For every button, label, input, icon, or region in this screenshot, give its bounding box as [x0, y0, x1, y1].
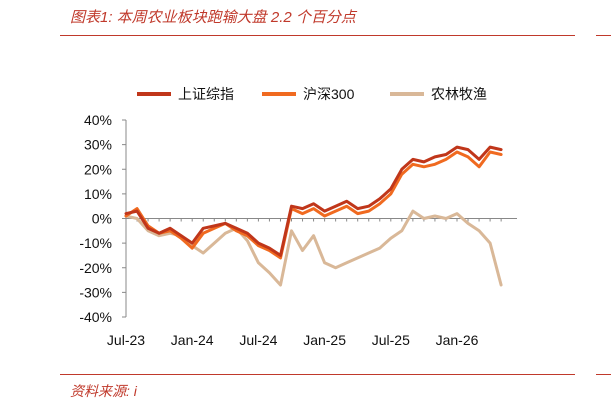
top-divider	[60, 35, 575, 36]
y-tick-label: -20%	[79, 260, 112, 276]
x-tick-label: Jul-23	[107, 332, 145, 348]
bottom-divider-right	[596, 374, 611, 375]
legend-label: 上证综指	[178, 86, 234, 102]
y-tick-label: -30%	[79, 284, 112, 300]
series-line-3	[124, 209, 503, 287]
axes: 40% 30% 20% 10% 0% -10% -20% -30% -40% Jul-23 Jan-…	[79, 112, 517, 348]
x-tick-label: Jan-25	[303, 332, 346, 348]
source-note: 资料来源: i	[70, 383, 137, 399]
y-tick-label: 30%	[84, 137, 112, 153]
top-divider-right	[596, 35, 611, 36]
legend-label: 沪深300	[303, 86, 355, 102]
y-tick-label: 10%	[84, 186, 112, 202]
y-tick-label: -10%	[79, 235, 112, 251]
series-line-1	[124, 145, 503, 257]
x-tick-label: Jan-24	[171, 332, 214, 348]
y-tick-label: 40%	[84, 112, 112, 128]
legend-label: 农林牧渔	[431, 86, 487, 102]
y-tick-label: 0%	[92, 211, 112, 227]
x-tick-label: Jul-25	[372, 332, 410, 348]
y-tick-label: 20%	[84, 161, 112, 177]
series-line-2	[124, 150, 503, 260]
x-tick-label: Jan-26	[436, 332, 479, 348]
legend: 上证综指 沪深300 农林牧渔	[137, 86, 487, 102]
x-tick-label: Jul-24	[239, 332, 277, 348]
chart-title: 图表1: 本周农业板块跑输大盘 2.2 个百分点	[70, 9, 356, 26]
series-layer	[124, 145, 503, 287]
y-tick-label: -40%	[79, 309, 112, 325]
bottom-divider	[60, 374, 575, 375]
